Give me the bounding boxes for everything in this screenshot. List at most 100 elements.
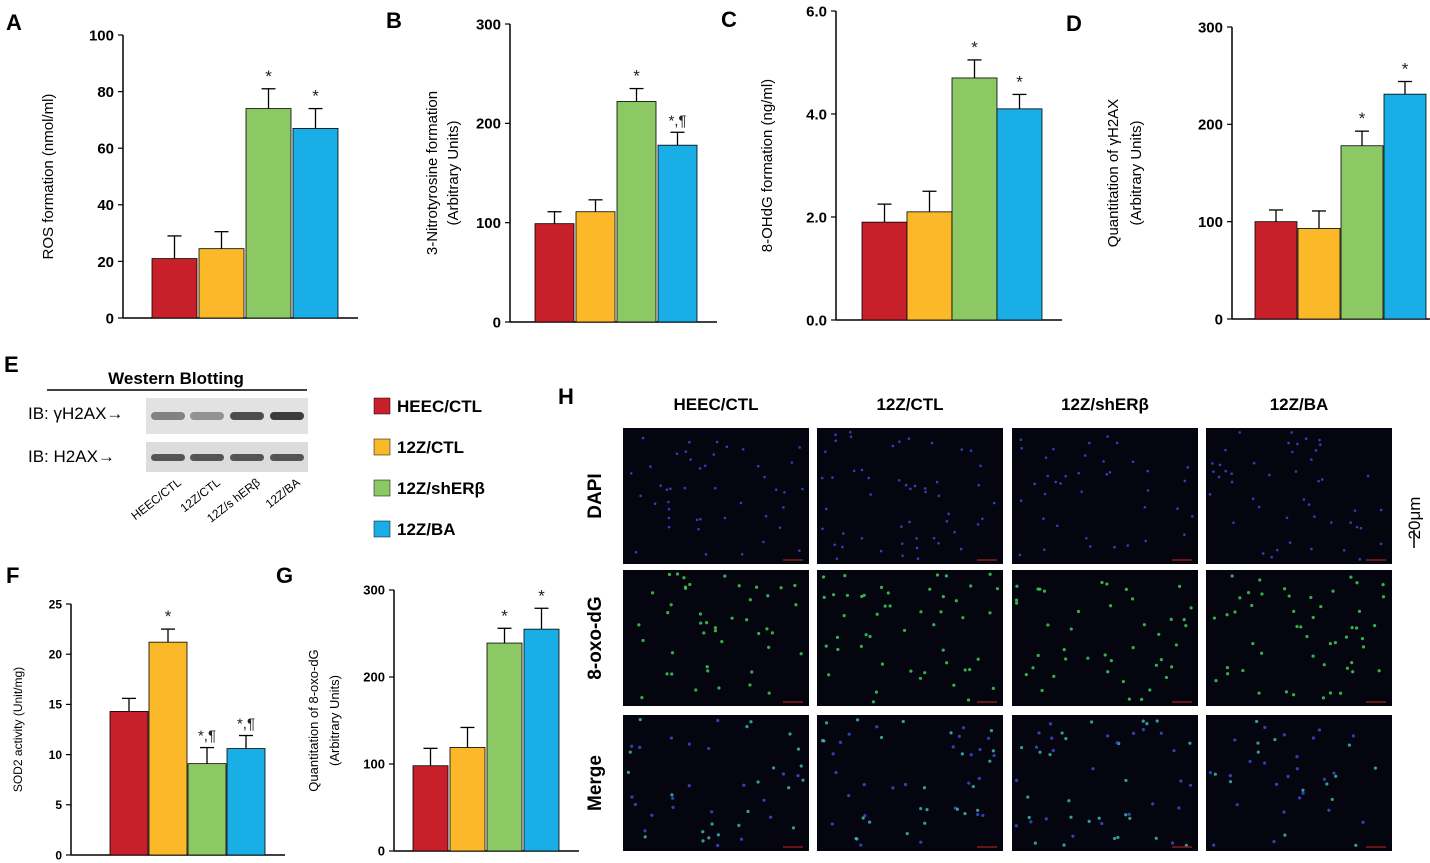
nucleus-dot	[762, 540, 765, 544]
nucleus-dot	[891, 444, 895, 448]
nucleus-dot	[707, 746, 711, 751]
nucleus-dot	[847, 793, 851, 798]
nucleus-dot	[935, 573, 940, 577]
nucleus-dot	[821, 739, 825, 743]
nucleus-dot	[1331, 589, 1335, 593]
bar-3	[187, 763, 227, 856]
nucleus-dot	[1124, 587, 1129, 591]
nucleus-dot	[1241, 668, 1245, 673]
microscopy-image	[623, 715, 809, 851]
nucleus-dot	[653, 502, 657, 506]
microscopy-image	[623, 428, 809, 564]
nucleus-dot	[1059, 482, 1062, 485]
bar-4	[996, 108, 1043, 321]
y-axis-label: 8-OHdG formation (ng/ml)	[759, 79, 776, 252]
nucleus-dot	[1284, 690, 1289, 694]
nucleus-dot	[725, 445, 729, 449]
nucleus-dot	[838, 740, 843, 744]
nucleus-dot	[1189, 606, 1193, 610]
nucleus-dot	[967, 781, 971, 785]
nucleus-dot	[1060, 731, 1064, 735]
microscopy-row-label: 8-oxo-dG	[585, 596, 606, 679]
nucleus-dot	[1273, 738, 1277, 742]
nucleus-dot	[1121, 679, 1125, 684]
nucleus-dot	[1217, 475, 1221, 479]
nucleus-dot	[745, 725, 749, 729]
nucleus-dot	[715, 440, 719, 444]
nucleus-dot	[976, 808, 980, 812]
nucleus-dot	[1151, 802, 1155, 806]
y-tick-label: 10	[49, 748, 63, 762]
nucleus-dot	[665, 488, 669, 491]
nucleus-dot	[1159, 731, 1163, 735]
nucleus-dot	[864, 633, 868, 637]
nucleus-dot	[713, 629, 718, 633]
nucleus-dot	[782, 506, 785, 509]
microscopy-image	[1012, 428, 1198, 564]
nucleus-dot	[1292, 609, 1296, 613]
panel-label-a: A	[6, 10, 22, 35]
legend-swatch	[373, 520, 391, 538]
nucleus-dot	[1255, 719, 1259, 724]
nucleus-dot	[641, 436, 645, 440]
nucleus-dot	[1230, 480, 1234, 484]
nucleus-dot	[902, 628, 907, 633]
nucleus-dot	[1055, 524, 1059, 528]
nucleus-dot	[1112, 836, 1117, 841]
microscopy-image	[817, 570, 1003, 706]
nucleus-dot	[1143, 506, 1147, 509]
nucleus-dot	[1019, 499, 1023, 503]
microscopy-image	[1012, 570, 1198, 706]
nucleus-dot	[701, 839, 705, 843]
nucleus-dot	[649, 465, 652, 468]
nucleus-dot	[1115, 441, 1119, 445]
nucleus-dot	[1064, 657, 1068, 661]
nucleus-dot	[1294, 470, 1298, 473]
nucleus-dot	[1182, 618, 1186, 622]
nucleus-dot	[1170, 665, 1174, 669]
nucleus-dot	[991, 686, 995, 690]
nucleus-dot	[730, 616, 734, 620]
nucleus-dot	[908, 520, 911, 524]
nucleus-dot	[801, 487, 804, 491]
bar-3	[951, 77, 998, 321]
nucleus-dot	[682, 576, 686, 580]
nucleus-dot	[757, 631, 761, 636]
nucleus-dot	[860, 594, 864, 599]
nucleus-dot	[699, 621, 703, 625]
nucleus-dot	[1188, 741, 1192, 745]
nucleus-dot	[1351, 670, 1355, 674]
nucleus-dot	[1295, 754, 1299, 759]
nucleus-dot	[1062, 843, 1066, 847]
nucleus-dot	[1211, 462, 1214, 465]
nucleus-dot	[716, 833, 720, 837]
nucleus-dot	[1083, 454, 1087, 457]
nucleus-dot	[888, 604, 892, 608]
nucleus-dot	[1322, 663, 1326, 667]
nucleus-dot	[712, 453, 716, 456]
nucleus-dot	[638, 745, 642, 749]
nucleus-dot	[900, 525, 903, 528]
nucleus-dot	[1179, 779, 1183, 783]
nucleus-dot	[1339, 691, 1343, 695]
panel-label-b: B	[386, 8, 402, 33]
bar-4	[523, 628, 560, 852]
nucleus-dot	[1301, 791, 1305, 795]
nucleus-dot	[1330, 797, 1334, 802]
y-tick-label: 300	[476, 16, 501, 33]
bar-2	[148, 641, 188, 856]
nucleus-dot	[1224, 448, 1227, 452]
nucleus-dot	[937, 542, 940, 545]
nucleus-dot	[707, 836, 711, 840]
y-tick-label: 20	[49, 648, 63, 662]
nucleus-dot	[1252, 461, 1256, 465]
nucleus-dot	[916, 557, 920, 561]
nucleus-dot	[675, 572, 680, 576]
y-tick-label: 4.0	[806, 106, 827, 123]
nucleus-dot	[1353, 509, 1357, 512]
nucleus-dot	[977, 483, 980, 487]
nucleus-dot	[1310, 547, 1313, 551]
nucleus-dot	[639, 494, 642, 498]
nucleus-dot	[915, 546, 919, 550]
bar-1	[1254, 221, 1298, 320]
